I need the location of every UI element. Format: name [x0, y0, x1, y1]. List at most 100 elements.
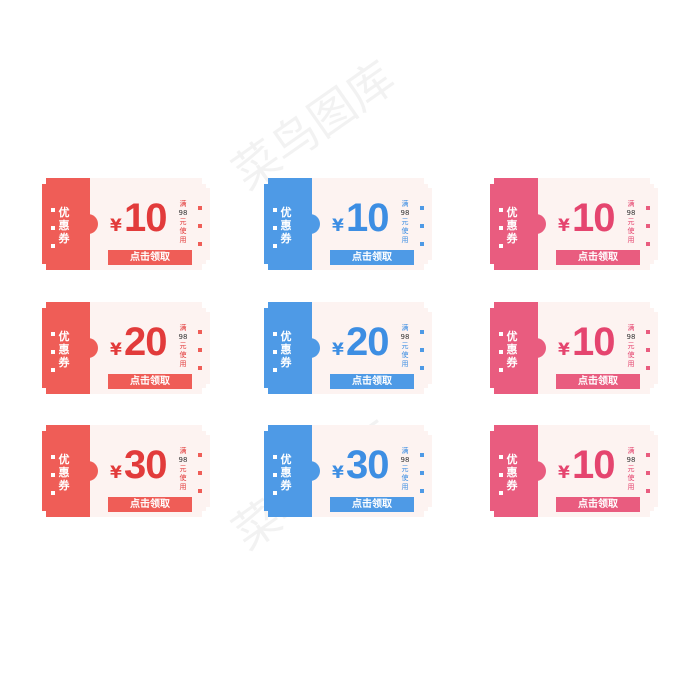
coupon-condition: 满 98 元使用 — [626, 200, 636, 245]
dot-decoration — [273, 473, 277, 477]
coupon-condition: 满 98 元使用 — [400, 200, 410, 245]
dot-decoration — [51, 244, 55, 248]
condition-value: 98 — [400, 333, 410, 341]
coupon-body: ¥ 10 满 98 元使用 点击领取 — [90, 178, 210, 270]
dot-decoration — [198, 348, 202, 352]
dot-decoration — [646, 489, 650, 493]
notch-decoration — [306, 214, 320, 234]
condition-suffix: 元使用 — [401, 465, 409, 491]
currency-symbol: ¥ — [110, 463, 122, 483]
condition-value: 98 — [626, 333, 636, 341]
claim-button[interactable]: 点击领取 — [556, 250, 640, 265]
coupon-body: ¥ 30 满 98 元使用 点击领取 — [90, 425, 210, 517]
dot-decoration — [51, 473, 55, 477]
coupon-stub: 优惠券 — [264, 425, 312, 517]
dot-decoration — [499, 244, 503, 248]
coupon-label: 优惠券 — [58, 206, 70, 245]
dot-decoration — [420, 471, 424, 475]
coupon-label: 优惠券 — [58, 453, 70, 492]
claim-button[interactable]: 点击领取 — [330, 250, 414, 265]
dot-decoration — [646, 471, 650, 475]
dot-decoration — [51, 226, 55, 230]
condition-prefix: 满 — [179, 324, 187, 332]
dot-decoration — [499, 491, 503, 495]
coupon-amount: 10 — [346, 196, 389, 240]
coupon-condition: 满 98 元使用 — [400, 324, 410, 369]
coupon-amount: 10 — [572, 320, 615, 364]
claim-button[interactable]: 点击领取 — [556, 374, 640, 389]
coupon-label: 优惠券 — [506, 206, 518, 245]
claim-button[interactable]: 点击领取 — [108, 374, 192, 389]
dot-decoration — [198, 224, 202, 228]
condition-value: 98 — [178, 456, 188, 464]
condition-value: 98 — [400, 456, 410, 464]
coupon-stub: 优惠券 — [490, 178, 538, 270]
condition-prefix: 满 — [401, 200, 409, 208]
dot-decoration — [420, 453, 424, 457]
coupon-body: ¥ 30 满 98 元使用 点击领取 — [312, 425, 432, 517]
dot-decoration — [51, 491, 55, 495]
coupon-stub: 优惠券 — [42, 178, 90, 270]
claim-button[interactable]: 点击领取 — [330, 374, 414, 389]
dot-decoration — [273, 455, 277, 459]
coupon-stub: 优惠券 — [264, 302, 312, 394]
coupon-body: ¥ 10 满 98 元使用 点击领取 — [312, 178, 432, 270]
claim-button[interactable]: 点击领取 — [556, 497, 640, 512]
coupon-label: 优惠券 — [280, 330, 292, 369]
condition-prefix: 满 — [179, 447, 187, 455]
dot-decoration — [198, 471, 202, 475]
coupon-body: ¥ 20 满 98 元使用 点击领取 — [312, 302, 432, 394]
notch-decoration — [532, 214, 546, 234]
notch-decoration — [84, 338, 98, 358]
dot-decoration — [51, 332, 55, 336]
dot-decoration — [499, 332, 503, 336]
coupon-stub: 优惠券 — [490, 425, 538, 517]
dot-decoration — [273, 368, 277, 372]
currency-symbol: ¥ — [558, 463, 570, 483]
coupon-label: 优惠券 — [280, 206, 292, 245]
currency-symbol: ¥ — [110, 340, 122, 360]
coupon-condition: 满 98 元使用 — [626, 324, 636, 369]
coupon-stub: 优惠券 — [264, 178, 312, 270]
dot-decoration — [646, 348, 650, 352]
dot-decoration — [273, 350, 277, 354]
condition-prefix: 满 — [627, 447, 635, 455]
coupon-amount: 30 — [124, 443, 167, 487]
dot-decoration — [499, 368, 503, 372]
condition-value: 98 — [400, 209, 410, 217]
currency-symbol: ¥ — [110, 216, 122, 236]
coupon-stub: 优惠券 — [42, 302, 90, 394]
dot-decoration — [198, 453, 202, 457]
condition-suffix: 元使用 — [627, 218, 635, 244]
dot-decoration — [273, 226, 277, 230]
dot-decoration — [646, 206, 650, 210]
notch-decoration — [306, 461, 320, 481]
dot-decoration — [646, 224, 650, 228]
notch-decoration — [306, 338, 320, 358]
currency-symbol: ¥ — [558, 340, 570, 360]
condition-suffix: 元使用 — [401, 342, 409, 368]
condition-suffix: 元使用 — [627, 465, 635, 491]
dot-decoration — [646, 242, 650, 246]
dot-decoration — [646, 366, 650, 370]
condition-suffix: 元使用 — [627, 342, 635, 368]
claim-button[interactable]: 点击领取 — [108, 497, 192, 512]
coupon-stub: 优惠券 — [42, 425, 90, 517]
notch-decoration — [84, 461, 98, 481]
condition-prefix: 满 — [627, 324, 635, 332]
coupon-red: 优惠券 ¥ 10 满 98 元使用 点击领取 — [42, 178, 210, 270]
claim-button[interactable]: 点击领取 — [108, 250, 192, 265]
dot-decoration — [198, 242, 202, 246]
coupon-amount: 10 — [124, 196, 167, 240]
dot-decoration — [420, 206, 424, 210]
dot-decoration — [51, 208, 55, 212]
coupon-label: 优惠券 — [506, 453, 518, 492]
coupon-pink: 优惠券 ¥ 10 满 98 元使用 点击领取 — [490, 178, 658, 270]
coupon-pink: 优惠券 ¥ 10 满 98 元使用 点击领取 — [490, 425, 658, 517]
notch-decoration — [532, 461, 546, 481]
condition-value: 98 — [626, 209, 636, 217]
condition-prefix: 满 — [179, 200, 187, 208]
claim-button[interactable]: 点击领取 — [330, 497, 414, 512]
dot-decoration — [499, 455, 503, 459]
dot-decoration — [420, 224, 424, 228]
